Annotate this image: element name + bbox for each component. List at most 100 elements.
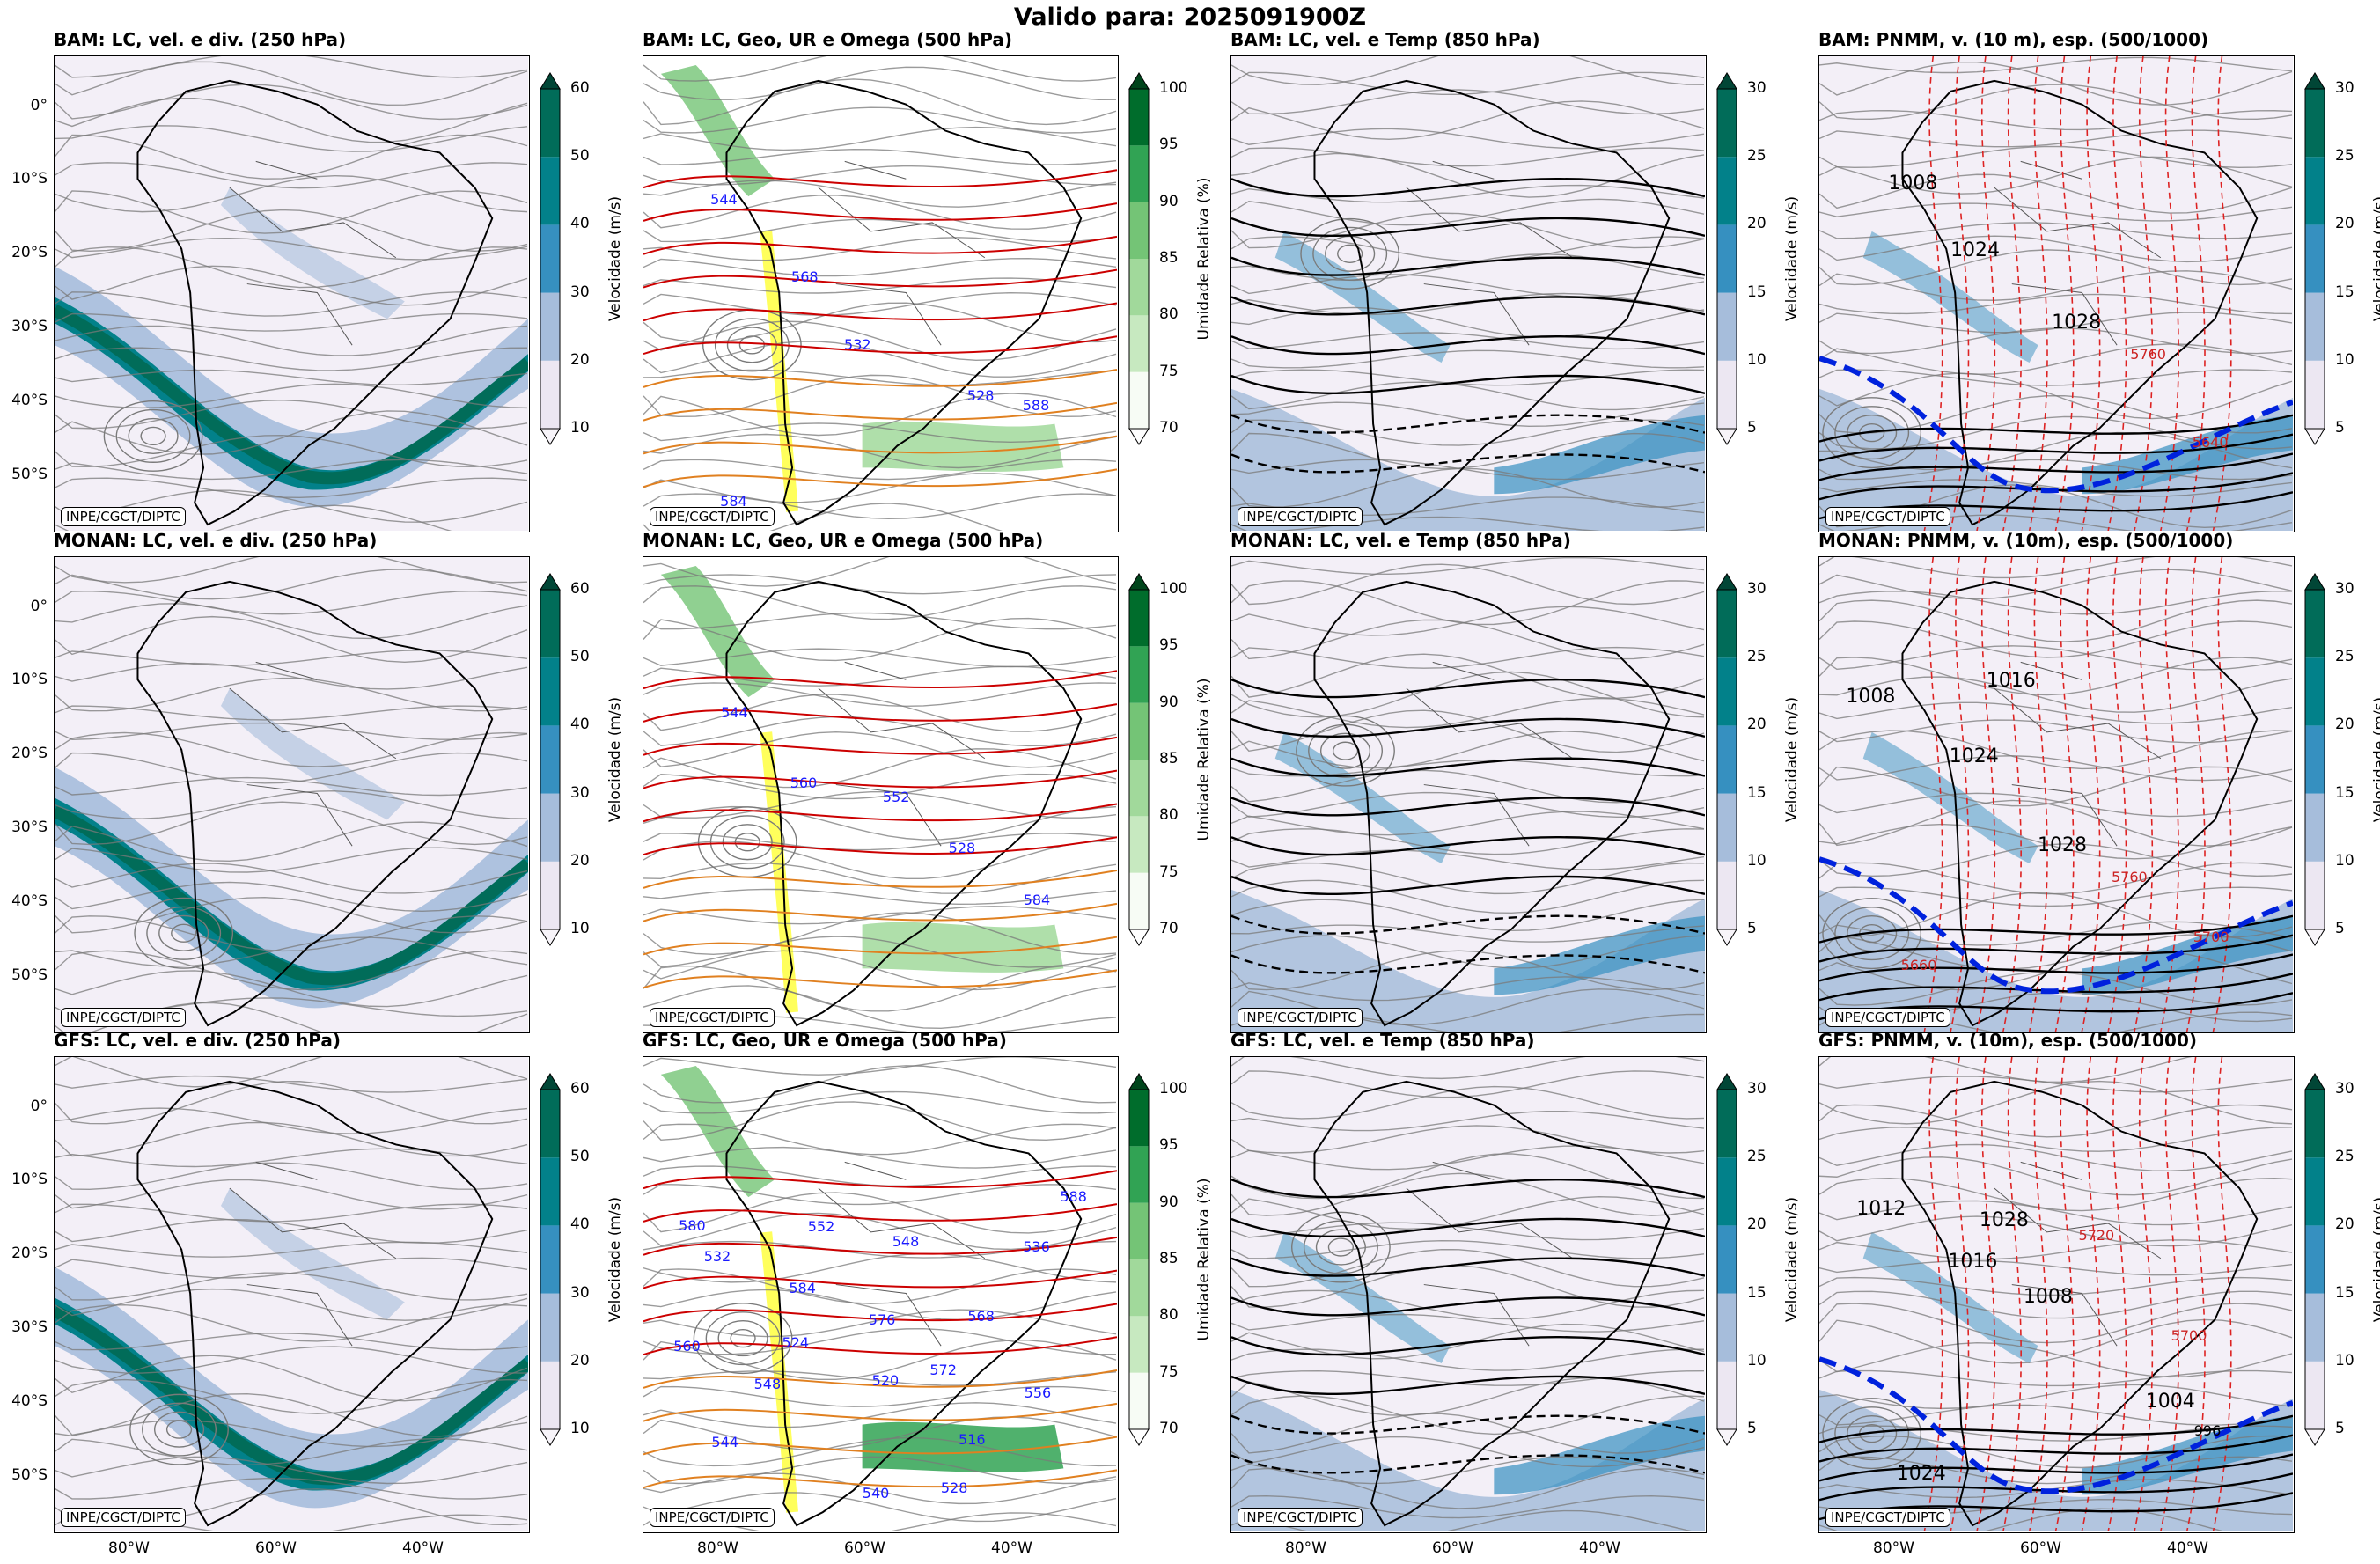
longitude-tick-label: 40°W <box>1579 1539 1620 1557</box>
colorbar-swatch <box>1717 157 1737 225</box>
contour-label: 5760 <box>2130 346 2166 363</box>
colorbar-tick-label: 25 <box>1747 648 1767 666</box>
contour-label: 576 <box>868 1311 896 1328</box>
colorbar-swatch <box>1717 89 1737 158</box>
credit-label: INPE/CGCT/DIPTC <box>1238 1508 1363 1527</box>
colorbar-tick-label: 60 <box>570 580 590 598</box>
contour-label: 1008 <box>1888 172 1938 195</box>
colorbar-tick-label: 30 <box>1747 79 1767 97</box>
colorbar-label: Velocidade (m/s) <box>1783 1196 1801 1323</box>
colorbar: 10 20 30 40 50 60 <box>540 1073 590 1446</box>
colorbar-label: Umidade Relativa (%) <box>1195 678 1213 841</box>
latitude-tick-label: 0° <box>30 1098 48 1115</box>
panel-title: MONAN: PNMM, v. (10m), esp. (500/1000) <box>1818 530 2234 551</box>
colorbar-tick-label: 70 <box>1159 920 1179 937</box>
colorbar-tick-label: 30 <box>1747 1080 1767 1098</box>
colorbar-tick-label: 70 <box>1159 1420 1179 1437</box>
contour-label: 532 <box>703 1248 731 1266</box>
credit-label: INPE/CGCT/DIPTC <box>61 507 186 526</box>
longitude-tick-label: 80°W <box>108 1539 150 1557</box>
colorbar-swatch <box>2305 861 2325 929</box>
longitude-tick-label: 80°W <box>697 1539 738 1557</box>
colorbar-tick-label: 40 <box>570 1215 590 1234</box>
panel-title: GFS: LC, vel. e Temp (850 hPa) <box>1230 1030 1535 1051</box>
colorbar-tick-label: 25 <box>1747 147 1767 165</box>
colorbar-tick-label: 10 <box>1747 851 1767 870</box>
contour-label: 588 <box>1022 396 1050 414</box>
colorbar-swatch <box>1717 1090 1737 1158</box>
colorbar-swatch <box>1129 1259 1149 1317</box>
colorbar-tick-label: 5 <box>1747 1420 1757 1437</box>
colorbar-tick-label: 5 <box>1747 419 1757 437</box>
contour-label: 1028 <box>2038 833 2088 856</box>
colorbar-swatch <box>1129 1090 1149 1147</box>
colorbar-tick-label: 20 <box>570 851 590 870</box>
colorbar-swatch <box>1717 590 1737 658</box>
contour-label: 560 <box>790 774 818 791</box>
colorbar-label: Velocidade (m/s) <box>2371 195 2380 322</box>
colorbar-swatch <box>2305 224 2325 293</box>
latitude-tick-label: 20°S <box>11 244 48 261</box>
credit-label: INPE/CGCT/DIPTC <box>1238 507 1363 526</box>
colorbar-swatch <box>1717 292 1737 361</box>
contour-label: 5700 <box>2193 929 2229 946</box>
map-panel: 580 584 576 572 556 544 552 548 568 560 548 540 528 5… <box>643 1056 1119 1533</box>
colorbar-tick-label: 85 <box>1159 249 1179 267</box>
colorbar: 5 10 15 20 25 30 <box>1716 1073 1767 1446</box>
colorbar-swatch <box>540 1090 560 1158</box>
colorbar: 5 10 15 20 25 30 <box>1716 573 1767 946</box>
contour-label: 1008 <box>2023 1286 2073 1309</box>
map-panel: 1008 1024 1028 5760 5700 5660 1016 INPE/CGCT/DI… <box>1818 556 2295 1033</box>
colorbar-swatch <box>1129 145 1149 202</box>
latitude-tick-label: 20°S <box>11 745 48 762</box>
colorbar-tick-label: 20 <box>1747 716 1767 734</box>
colorbar-tick-label: 10 <box>2335 350 2354 369</box>
contour-label: 580 <box>679 1216 706 1234</box>
colorbar-swatch <box>1129 1316 1149 1373</box>
colorbar: 5 10 15 20 25 30 <box>1716 72 1767 445</box>
colorbar-tick-label: 60 <box>570 79 590 97</box>
colorbar-tick-label: 30 <box>570 283 590 301</box>
map-panel: INPE/CGCT/DIPTC <box>1230 556 1707 1033</box>
latitude-tick-label: 40°S <box>11 1392 48 1410</box>
colorbar-tick-label: 30 <box>570 783 590 802</box>
contour-label: 5700 <box>2171 1326 2207 1344</box>
colorbar-tick-label: 85 <box>1159 750 1179 767</box>
colorbar-swatch <box>2305 89 2325 158</box>
colorbar-swatch <box>2305 1225 2325 1294</box>
colorbar-tick-label: 90 <box>1159 1193 1179 1211</box>
contour-label: 540 <box>862 1485 890 1502</box>
colorbar-swatch <box>2305 793 2325 862</box>
latitude-tick-label: 50°S <box>11 466 48 483</box>
colorbar-swatch <box>2305 1157 2325 1226</box>
colorbar-swatch <box>1129 702 1149 760</box>
credit-label: INPE/CGCT/DIPTC <box>61 1008 186 1027</box>
longitude-tick-label: 80°W <box>1285 1539 1326 1557</box>
colorbar-swatch <box>2305 292 2325 361</box>
contour-label: 572 <box>929 1361 957 1378</box>
map-panel: 544 560 552 528 584 INPE/CGCT/DIPTC <box>643 556 1119 1033</box>
colorbar-tick-label: 95 <box>1159 636 1179 655</box>
colorbar-swatch <box>1129 315 1149 372</box>
colorbar-tick-label: 20 <box>1747 215 1767 233</box>
contour-label: 1016 <box>1948 1251 1998 1274</box>
colorbar-tick-label: 70 <box>1159 419 1179 437</box>
panel-title: GFS: LC, vel. e div. (250 hPa) <box>54 1030 341 1051</box>
colorbar-swatch <box>1129 872 1149 929</box>
colorbar-swatch <box>540 1361 560 1429</box>
colorbar-tick-label: 30 <box>2335 580 2354 598</box>
colorbar-swatch <box>2305 590 2325 658</box>
contour-label: 1008 <box>1846 686 1896 709</box>
colorbar: 5 10 15 20 25 30 <box>2304 1073 2354 1446</box>
colorbar-swatch <box>1717 360 1737 429</box>
colorbar: 10 20 30 40 50 60 <box>540 72 590 445</box>
panel-title: GFS: LC, Geo, UR e Omega (500 hPa) <box>643 1030 1007 1051</box>
latitude-tick-label: 40°S <box>11 392 48 409</box>
latitude-tick-label: 30°S <box>11 819 48 836</box>
colorbar-tick-label: 60 <box>570 1080 590 1098</box>
credit-label: INPE/CGCT/DIPTC <box>1825 507 1950 526</box>
colorbar-tick-label: 20 <box>1747 1215 1767 1234</box>
colorbar-tick-label: 10 <box>570 1420 590 1437</box>
colorbar-label: Umidade Relativa (%) <box>1195 1178 1213 1341</box>
contour-label: 1012 <box>1856 1198 1906 1221</box>
